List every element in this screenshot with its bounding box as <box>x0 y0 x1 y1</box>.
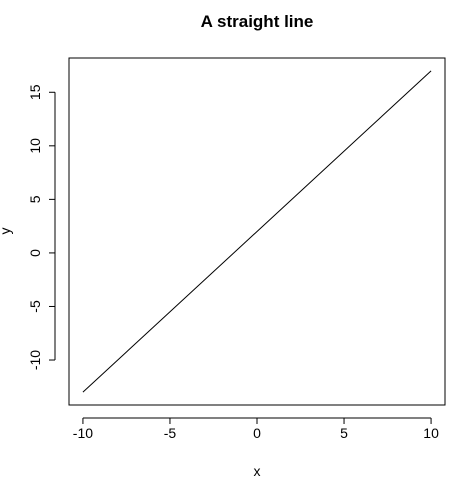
x-tick-label-3: 5 <box>340 425 348 441</box>
y-axis-label: y <box>0 228 13 235</box>
series-group <box>82 70 432 393</box>
chart-title: A straight line <box>201 12 314 31</box>
series-line-0 <box>82 70 432 393</box>
y-tick-label-0: -10 <box>27 350 43 370</box>
x-tick-label-4: 10 <box>423 425 439 441</box>
y-tick-label-5: 15 <box>27 84 43 100</box>
y-tick-label-4: 10 <box>27 138 43 154</box>
x-tick-label-1: -5 <box>164 425 177 441</box>
y-tick-label-3: 5 <box>27 195 43 203</box>
x-axis: -10 -5 0 5 10 <box>73 417 439 441</box>
x-tick-label-2: 0 <box>253 425 261 441</box>
plot-frame <box>68 57 446 406</box>
x-axis-label: x <box>254 463 261 479</box>
x-tick-label-0: -10 <box>73 425 93 441</box>
y-tick-label-2: 0 <box>27 249 43 257</box>
y-axis: -10 -5 0 5 10 15 <box>27 84 56 370</box>
y-tick-label-1: -5 <box>27 300 43 313</box>
